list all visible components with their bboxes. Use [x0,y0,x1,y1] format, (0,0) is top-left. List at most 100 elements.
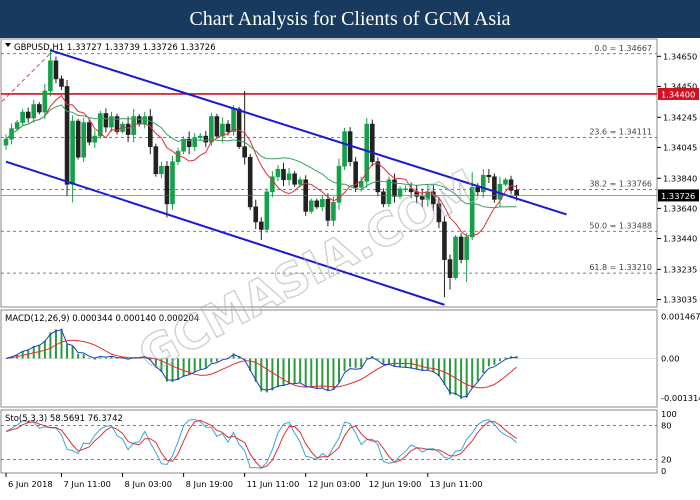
candle-body [231,108,236,132]
candle-body [464,236,469,260]
candle-body [159,165,164,175]
candle-body [320,199,325,208]
candle-body [508,179,514,191]
candle-body [170,161,175,205]
resistance-price-tag: 1.34400 [661,89,695,99]
candle-body [3,138,9,146]
candle-body [369,123,375,163]
candle-body [25,111,31,119]
slow-moving-average [5,104,517,209]
macd-main-line [5,329,517,398]
candle-body [197,135,203,138]
candle-body [20,111,25,123]
candle-body [192,137,197,147]
stoch-label: Sto(5,3,3) 58.5691 76.3742 [5,414,123,424]
price-tick-label: 1.33235 [663,264,697,274]
candle-body [98,113,103,137]
stoch-tick-label: 100 [661,409,677,419]
candle-body [109,116,114,128]
candle-body [209,116,214,143]
candle-body [48,60,53,92]
price-tick-label: 1.33640 [663,203,697,213]
candle-body [364,123,370,182]
stoch-panel-frame [0,409,658,474]
candle-body [353,161,358,188]
candle-body [264,191,270,230]
fast-moving-average [5,94,517,237]
candle-body [308,200,314,212]
candle-body [242,146,247,158]
candle-body [419,196,425,200]
candle-body [503,179,508,185]
macd-tick-label: 0.00 [661,354,679,364]
time-tick-label: 11 Jun 11:00 [247,479,300,489]
macd-signal-line [5,339,517,389]
candle-body [514,190,519,196]
fibonacci-layer: 0.0 = 1.34667 23.6 = 1.34111 38.2 = 1.3376… [1,44,657,274]
candle-body [214,116,220,137]
candle-body [70,120,75,185]
candle-body [148,116,153,147]
chart-banner-title: Chart Analysis for Clients of GCM Asia [0,0,700,38]
stoch-tick-label: 20 [661,455,672,465]
candle-body [220,123,225,137]
time-tick-label: 13 Jun 11:00 [430,479,483,489]
resistance-price-tag-bg [658,87,699,100]
candle-body [103,113,109,128]
macd-tick-label: -0.001314 [661,393,700,403]
dropdown-triangle-icon[interactable] [5,43,11,47]
candle-body [325,199,331,221]
fib-level-label: 61.8 = 1.33210 [589,263,652,272]
candle-body [469,187,475,238]
candle-body [92,135,98,143]
candle-body [342,131,347,167]
candle-body [258,221,264,230]
candle-body [381,191,386,205]
candle-body [142,116,148,125]
candle-body [136,116,142,125]
candle-body [447,259,453,278]
fib-level-label: 50.0 = 1.33488 [589,221,652,230]
candle-body [397,188,403,197]
candle-body [453,236,458,278]
candle-body [153,146,159,175]
candle-body [164,165,170,205]
candle-body [31,104,37,119]
price-panel-frame [0,38,658,308]
price-tick-label: 1.34650 [663,51,697,61]
time-tick-label: 12 Jun 19:00 [369,479,422,489]
candle-body [53,60,59,80]
channel-upper-line [50,49,567,216]
channel-lower-line [5,160,445,306]
current-price-tag: 1.33726 [661,191,695,201]
time-tick-label: 6 Jun 2018 [8,479,53,489]
candle-body [408,188,414,193]
candle-body [42,90,48,113]
price-tick-label: 1.34245 [663,112,697,122]
symbol-info: GBPUSD,H1 1.33727 1.33739 1.33726 1.3372… [14,43,216,53]
price-tick-label: 1.34450 [663,81,697,91]
candle-body [64,86,70,185]
candle-body [480,174,486,193]
candle-body [14,122,20,129]
time-tick-label: 7 Jun 11:00 [64,479,111,489]
macd-layer [1,328,657,399]
candle-body [81,122,86,158]
candle-body [458,236,464,260]
candle-body [247,156,253,208]
candle-body [281,168,286,181]
candle-body [392,179,397,197]
time-tick-label: 8 Jun 19:00 [186,479,233,489]
candle-body [492,176,497,200]
candle-body [486,174,492,178]
trading-chart: 0.0 = 1.34667 23.6 = 1.34111 38.2 = 1.3376… [0,38,700,489]
candle-body [375,161,381,193]
candle-body [431,191,436,205]
time-tick-label: 12 Jun 03:00 [308,479,361,489]
candle-body [297,179,303,185]
candle-body [442,221,447,260]
candle-body [275,168,281,178]
candle-body [286,173,292,181]
candle-body [236,108,242,147]
candle-body [125,123,131,135]
